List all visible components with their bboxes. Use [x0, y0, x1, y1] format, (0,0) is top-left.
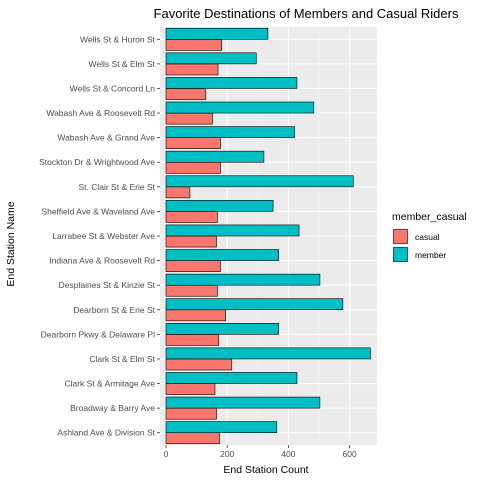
legend-swatch-casual — [393, 229, 408, 244]
y-tick-label: Wells St & Huron St — [80, 34, 156, 44]
y-tick-label: St. Clair St & Erie St — [78, 182, 155, 192]
plot-area: Wells St & Huron St Wells St & Elm St Well… — [39, 27, 377, 459]
legend: member_casual casual member — [392, 211, 467, 263]
bar-member — [165, 249, 279, 261]
bar-casual — [165, 407, 217, 420]
y-tick-label: Sheffield Ave & Waveland Ave — [41, 206, 155, 216]
y-tick-label: Broadway & Barry Ave — [70, 403, 155, 413]
x-tick-label: 600 — [342, 449, 356, 459]
bar-member — [165, 347, 371, 360]
y-tick-label: Indiana Ave & Roosevelt Rd — [49, 256, 155, 266]
bar-casual — [165, 137, 221, 150]
bar-member — [165, 101, 315, 114]
bar-casual — [165, 211, 218, 223]
bar-casual — [165, 88, 207, 100]
bar-casual — [165, 309, 226, 322]
y-tick-label: Clark St & Elm St — [89, 354, 155, 364]
legend-title: member_casual — [392, 211, 467, 223]
bar-member — [165, 126, 295, 138]
bar-casual — [165, 112, 213, 125]
bar-member — [165, 200, 274, 212]
bar-casual — [165, 235, 217, 248]
bar-member — [165, 298, 344, 311]
y-tick-label: Desplaines St & Kinzie St — [59, 280, 156, 290]
bar-casual — [165, 38, 222, 51]
x-tick-label: 0 — [164, 449, 169, 459]
y-tick-label: Wabash Ave & Grand Ave — [57, 133, 155, 143]
y-tick-label: Larrabee St & Webster Ave — [52, 231, 155, 241]
bar-member — [165, 175, 354, 188]
y-tick-label: Dearborn Pkwy & Delaware Pl — [41, 329, 155, 339]
y-tick-label: Wells St & Concord Ln — [70, 83, 156, 93]
bar-casual — [165, 432, 220, 445]
y-tick-label: Clark St & Armitage Ave — [64, 379, 155, 389]
bar-casual — [165, 334, 219, 346]
bar-casual — [165, 161, 221, 174]
bar-member — [165, 52, 257, 65]
y-axis-title: End Station Name — [5, 201, 17, 286]
bar-casual — [165, 186, 191, 199]
bar-member — [165, 273, 321, 286]
bar-member — [165, 224, 300, 237]
bar-casual — [165, 260, 221, 272]
legend-label-casual: casual — [415, 232, 440, 242]
bar-member — [165, 322, 279, 335]
bar-casual — [165, 383, 216, 395]
x-axis-title: End Station Count — [223, 464, 308, 476]
bar-member — [165, 372, 298, 384]
legend-label-member: member — [415, 250, 446, 260]
bar-member — [165, 421, 278, 434]
y-tick-label: Wabash Ave & Roosevelt Rd — [46, 108, 155, 118]
y-tick-label: Dearborn St & Erie St — [73, 305, 155, 315]
bar-member — [165, 150, 265, 163]
chart-title: Favorite Destinations of Members and Cas… — [154, 6, 459, 21]
bar-member — [165, 77, 298, 89]
x-tick-label: 200 — [220, 449, 234, 459]
legend-swatch-member — [393, 247, 408, 262]
bar-casual — [165, 63, 219, 76]
y-tick-label: Ashland Ave & Division St — [57, 428, 155, 438]
y-tick-label: Stockton Dr & Wrightwood Ave — [39, 157, 155, 167]
bar-member — [165, 27, 269, 40]
bar-member — [165, 396, 321, 409]
y-tick-label: Wells St & Elm St — [89, 59, 156, 69]
bar-casual — [165, 284, 218, 297]
bar-casual — [165, 358, 233, 371]
x-tick-label: 400 — [281, 449, 295, 459]
